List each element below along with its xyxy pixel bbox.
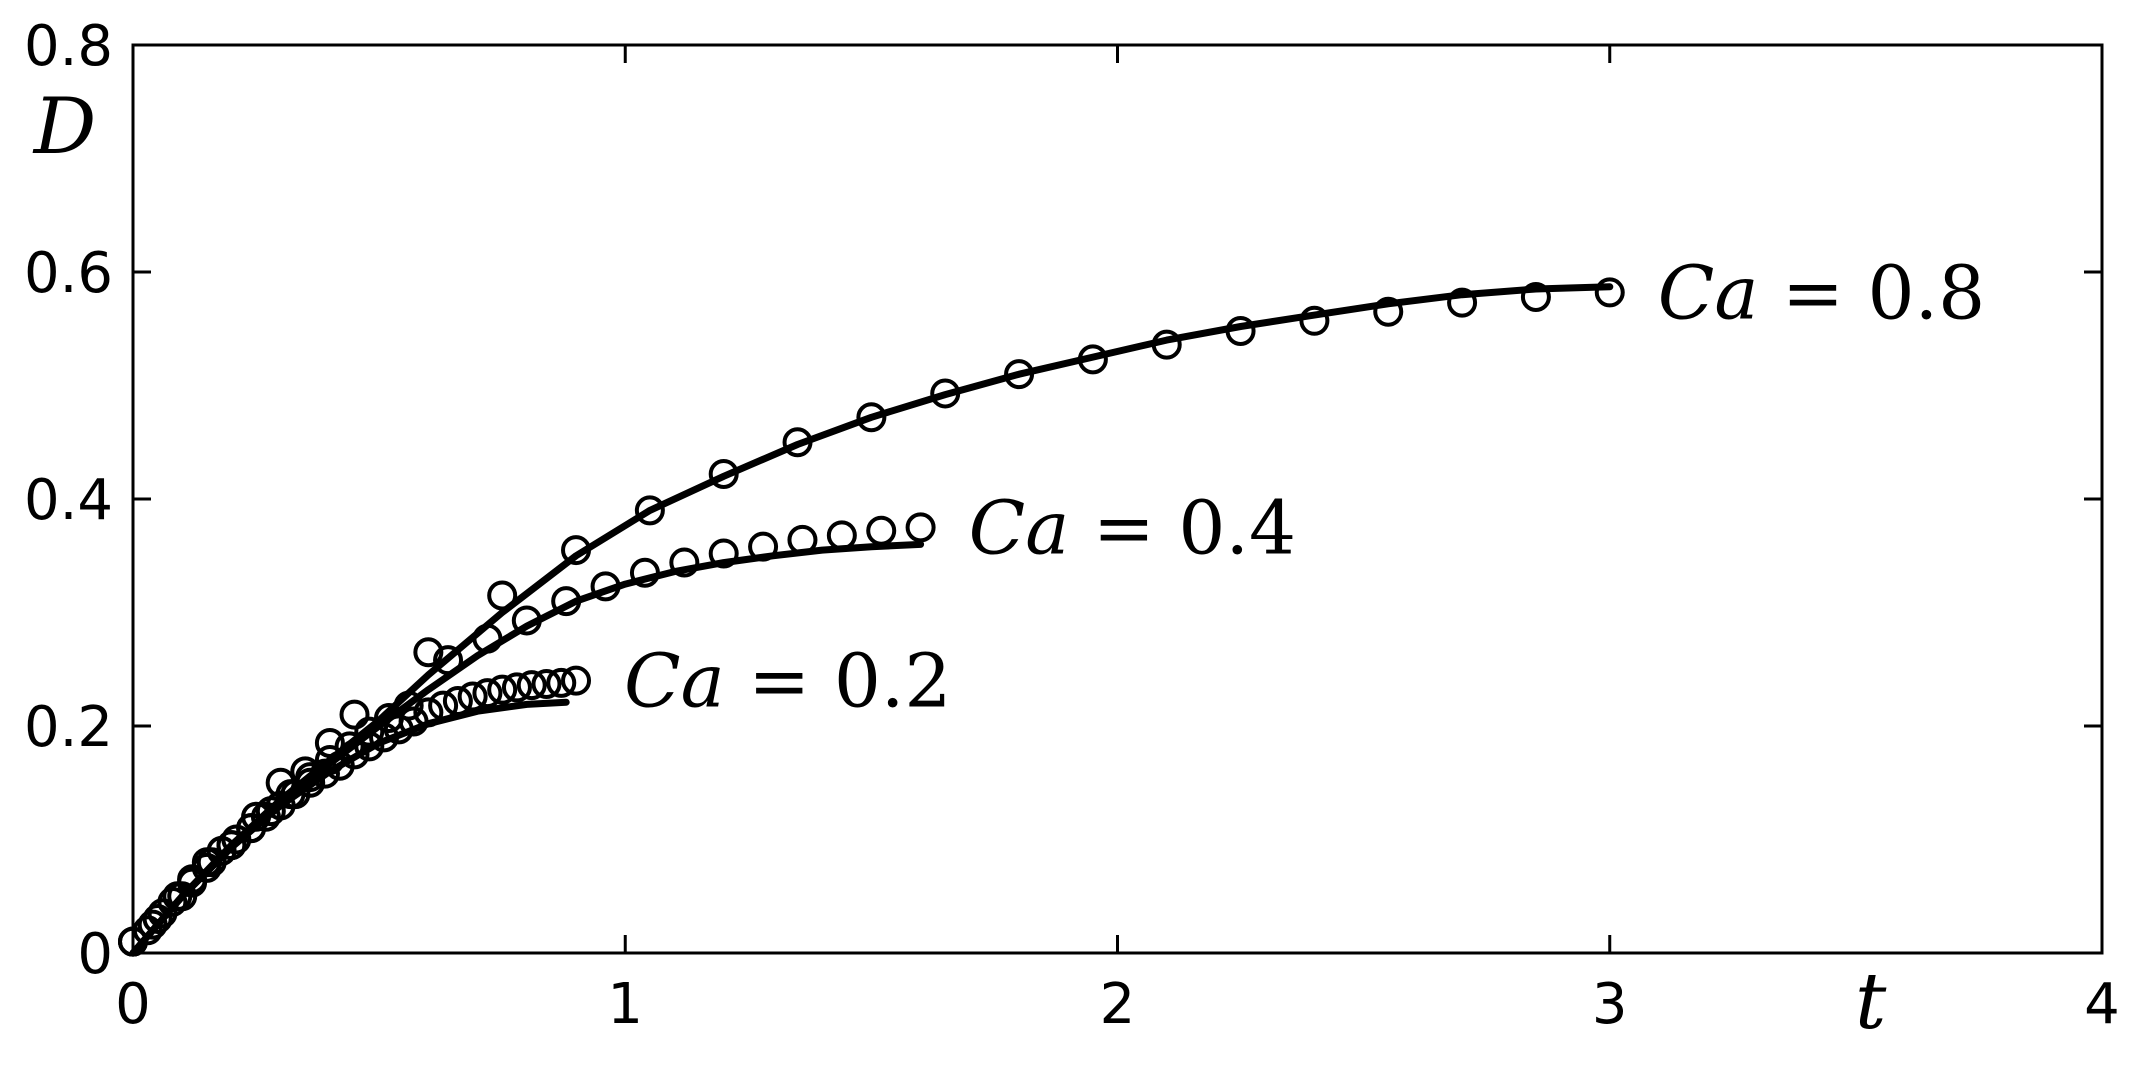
data-point: [590, 571, 621, 602]
data-point: [457, 681, 488, 712]
x-tick-label: 4: [2084, 972, 2120, 1037]
data-point: [487, 580, 518, 611]
y-tick-label: 0.6: [24, 241, 113, 306]
y-tick-label: 0.8: [24, 14, 113, 79]
data-point: [295, 767, 326, 798]
data-point: [511, 605, 542, 636]
data-point: [669, 547, 700, 578]
data-point: [433, 645, 464, 676]
data-point: [354, 731, 385, 762]
data-point: [561, 665, 592, 696]
series-label: Ca = 0.4: [969, 485, 1296, 571]
x-tick-label: 3: [1592, 972, 1628, 1037]
data-point: [413, 697, 444, 728]
x-axis-label: t: [1855, 957, 1887, 1047]
data-point: [472, 678, 503, 709]
series-layer: [118, 277, 1625, 957]
series-line: [129, 283, 1614, 957]
x-tick-label: 1: [607, 972, 643, 1037]
label-layer: Ca = 0.8Ca = 0.4Ca = 0.2: [624, 250, 1985, 724]
data-point: [132, 915, 163, 946]
series-label-value: = 0.8: [1759, 250, 1986, 336]
data-point: [1299, 305, 1330, 336]
data-point: [472, 623, 503, 654]
series-label-value: = 0.2: [725, 639, 952, 725]
series-label-symbol: Ca: [1658, 250, 1759, 336]
y-tick-label: 0.2: [24, 695, 113, 760]
data-point: [826, 520, 857, 551]
data-point: [413, 637, 444, 668]
data-point: [309, 758, 340, 789]
data-point: [1225, 316, 1256, 347]
data-point: [398, 706, 429, 737]
data-point: [428, 690, 459, 721]
data-point: [634, 495, 665, 526]
data-point: [501, 672, 532, 703]
data-point: [561, 535, 592, 566]
data-point: [383, 714, 414, 745]
data-point: [1077, 344, 1108, 375]
data-point: [531, 669, 562, 700]
data-point: [147, 898, 178, 929]
data-point: [1520, 281, 1551, 312]
data-point: [1594, 277, 1625, 308]
data-point: [708, 459, 739, 490]
data-point: [369, 722, 400, 753]
data-point: [930, 378, 961, 409]
data-point: [546, 667, 577, 698]
y-axis-label: D: [32, 82, 97, 172]
data-point: [339, 699, 370, 730]
data-point: [629, 557, 660, 588]
series-label: Ca = 0.8: [1658, 250, 1985, 336]
data-point: [1004, 359, 1035, 390]
series-label-symbol: Ca: [624, 639, 725, 725]
data-point: [748, 531, 779, 562]
data-point: [177, 864, 208, 895]
series-label-symbol: Ca: [969, 485, 1070, 571]
data-point: [1151, 329, 1182, 360]
data-point: [339, 739, 370, 770]
data-point: [905, 512, 936, 543]
data-point: [487, 674, 518, 705]
data-point: [516, 670, 547, 701]
y-tick-label: 0: [77, 922, 113, 987]
data-point: [551, 586, 582, 617]
data-point: [856, 402, 887, 433]
data-point: [866, 515, 897, 546]
data-point: [162, 881, 193, 912]
series-label: Ca = 0.2: [624, 639, 951, 725]
y-tick-label: 0.4: [24, 468, 113, 533]
data-point: [708, 538, 739, 569]
data-point: [787, 524, 818, 555]
data-point: [782, 427, 813, 458]
series-line: [129, 698, 570, 957]
axes: 0 1 2 3 4 0 0.2 0.4 0.6 0.8 t D: [24, 14, 2120, 1047]
x-tick-label: 2: [1100, 972, 1136, 1037]
data-point: [442, 686, 473, 717]
x-tick-label: 0: [115, 972, 151, 1037]
series-label-value: = 0.4: [1069, 485, 1296, 571]
data-point: [1373, 296, 1404, 327]
data-point: [1447, 287, 1478, 318]
